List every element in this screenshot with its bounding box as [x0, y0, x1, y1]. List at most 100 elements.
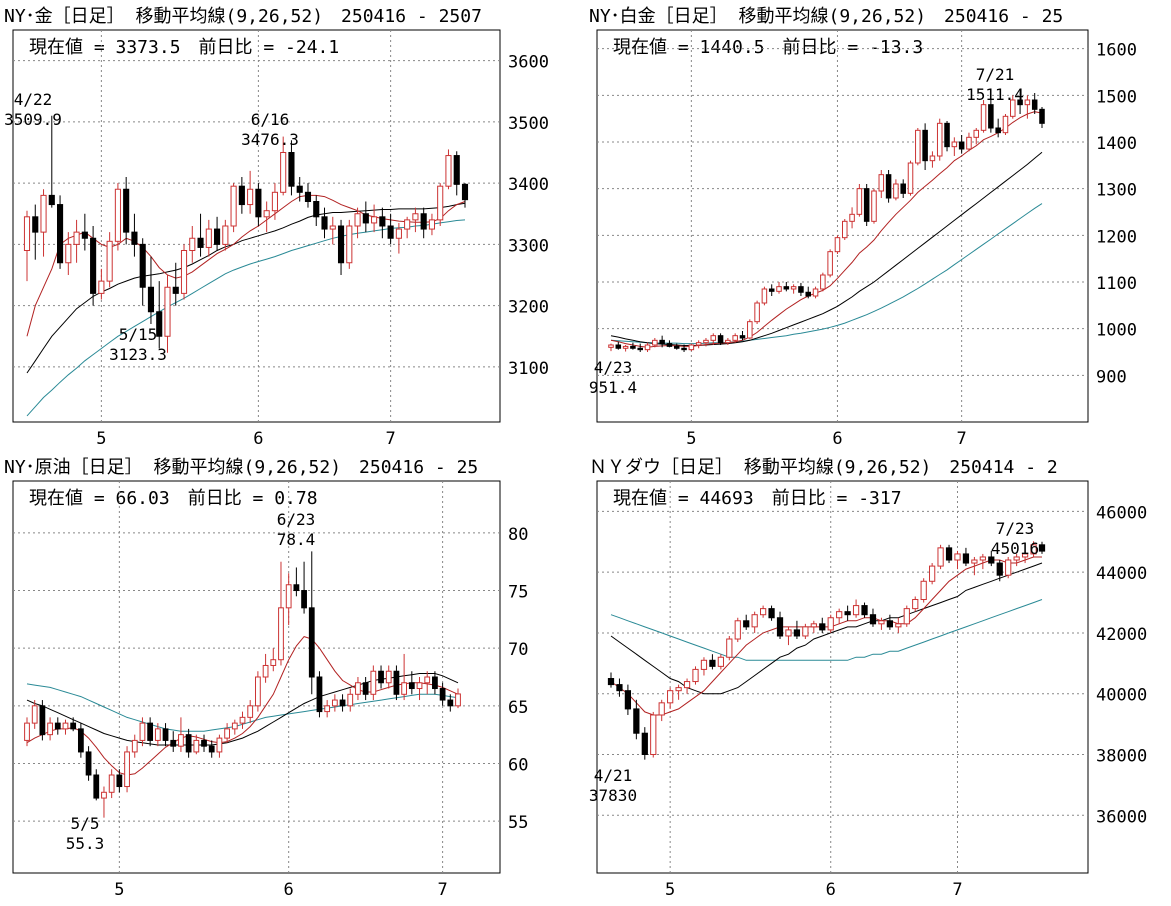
candle-body: [1013, 556, 1020, 561]
candle-body: [739, 335, 746, 339]
candle-body: [445, 155, 452, 187]
candle-body: [447, 699, 454, 707]
candle-body: [270, 659, 277, 666]
annotation-date: 7/21: [976, 65, 1015, 84]
candle-body: [412, 213, 419, 221]
candle-body: [995, 127, 1001, 134]
candle-body: [393, 670, 400, 695]
annotation-value: 55.3: [66, 834, 105, 853]
candle-body: [387, 225, 394, 239]
candle-body: [263, 210, 270, 218]
candle-body: [790, 286, 797, 290]
candle-body: [355, 682, 361, 695]
y-tick-label: 1000: [1096, 321, 1137, 341]
candle-body: [247, 188, 254, 206]
candle-body: [637, 347, 643, 351]
candle-body: [370, 670, 377, 695]
candle-body: [271, 191, 278, 212]
candle-body: [347, 693, 354, 707]
annotation-value: 3123.3: [109, 345, 167, 364]
candle-body: [40, 194, 47, 233]
candle-body: [101, 791, 107, 799]
y-tick-label: 1100: [1096, 274, 1137, 294]
candle-body: [432, 676, 438, 690]
gold-chart: NY･金［日足］ 移動平均線(9,26,52) 250416 - 2507 現在値…: [4, 6, 549, 449]
candle-body: [362, 213, 369, 224]
y-tick-label: 65: [508, 698, 528, 718]
candle-body: [692, 668, 699, 683]
x-tick-label: 6: [826, 880, 836, 900]
candle-body: [630, 345, 636, 349]
candle-body: [197, 237, 204, 248]
candle-body: [996, 562, 1003, 576]
candle-body: [346, 225, 353, 264]
candle-body: [871, 190, 877, 222]
ma9-line: [26, 194, 466, 337]
candle-body: [783, 286, 790, 290]
candle-body: [371, 216, 378, 224]
chart-panel-platinum: NY･白金［日足］ 移動平均線(9,26,52) 250416 - 25 現在値 …: [585, 0, 1171, 451]
ma26-line: [610, 151, 1043, 346]
candle-body: [1030, 544, 1037, 555]
candle-body: [262, 664, 269, 678]
candle-body: [695, 342, 702, 346]
plot-area: [24, 551, 461, 818]
candle-body: [108, 774, 115, 793]
candle-body: [296, 185, 303, 193]
candle-body: [936, 122, 943, 157]
candle-body: [607, 678, 615, 686]
candle-body: [1005, 559, 1012, 576]
candle-body: [768, 288, 775, 292]
candle-body: [980, 104, 987, 131]
candle-body: [408, 682, 415, 690]
candle-body: [805, 291, 812, 297]
chart-panel-crude-oil: NY･原油［日足］ 移動平均線(9,26,52) 250416 - 25 現在値 …: [0, 451, 585, 902]
ma9-line: [610, 111, 1043, 348]
candle-body: [164, 286, 171, 337]
candle-body: [820, 274, 826, 290]
candle-body: [622, 345, 629, 349]
annotation-value: 951.4: [589, 378, 637, 397]
annotation-date: 5/5: [71, 814, 100, 833]
y-tick-label: 55: [508, 813, 528, 833]
candle-body: [154, 728, 161, 741]
candle-body: [1010, 99, 1016, 117]
candle-body: [116, 774, 123, 788]
y-tick-label: 60: [508, 755, 528, 775]
y-tick-label: 1400: [1096, 134, 1137, 154]
candle-body: [24, 722, 30, 741]
candle-body: [385, 670, 392, 684]
annotation-value: 3476.3: [241, 130, 299, 149]
candle-body: [222, 225, 229, 245]
candle-body: [216, 737, 223, 753]
candle-body: [123, 188, 130, 233]
candle-body: [205, 228, 212, 248]
candle-body: [954, 553, 961, 561]
candle-body: [710, 335, 717, 341]
candle-body: [734, 620, 741, 640]
candle-body: [255, 188, 262, 218]
candle-body: [958, 141, 965, 150]
candle-body: [726, 638, 733, 658]
candle-body: [819, 623, 826, 631]
candle-body: [650, 714, 657, 755]
candle-body: [354, 213, 361, 227]
candle-body: [54, 722, 61, 730]
candle-body: [193, 739, 200, 753]
candle-body: [424, 676, 431, 684]
candle-body: [922, 129, 928, 162]
candle-body: [944, 122, 950, 148]
candle-body: [324, 705, 331, 713]
annotation-value: 3509.9: [4, 110, 62, 129]
candle-body: [156, 311, 163, 337]
candle-body: [428, 219, 436, 230]
ma52-line: [610, 203, 1043, 345]
candle-body: [841, 220, 848, 239]
candle-body: [208, 745, 215, 753]
y-tick-label: 1600: [1096, 41, 1137, 61]
candle-body: [48, 194, 55, 206]
candle-body: [280, 152, 287, 193]
candle-body: [675, 687, 682, 692]
candle-body: [776, 286, 782, 292]
candle-body: [920, 580, 927, 601]
